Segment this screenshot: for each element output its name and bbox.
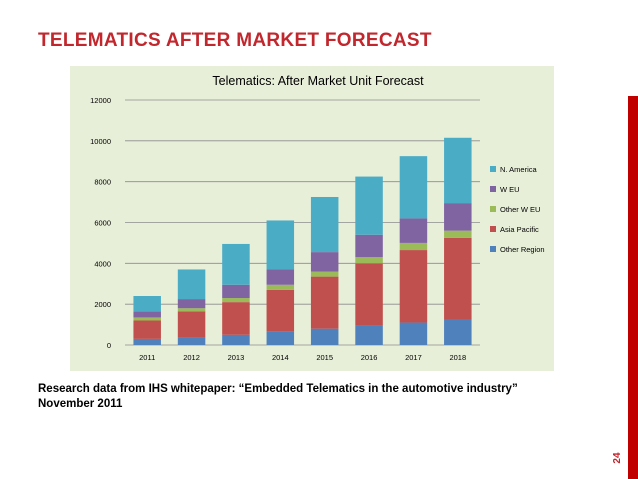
bar-segment xyxy=(177,311,206,338)
bar-segment xyxy=(399,322,428,345)
bar-segment xyxy=(310,276,339,329)
x-tick-label: 2011 xyxy=(139,353,155,362)
legend-label: W EU xyxy=(500,185,520,194)
bar-segment xyxy=(310,252,339,272)
y-tick-label: 2000 xyxy=(94,300,111,309)
bar-segment xyxy=(133,320,161,339)
bar-segment xyxy=(266,269,295,285)
y-tick-label: 6000 xyxy=(94,219,111,228)
bar-segment xyxy=(222,284,250,299)
bar-segment xyxy=(222,243,250,285)
page-number: 24 xyxy=(612,452,623,464)
y-tick-label: 4000 xyxy=(94,259,111,268)
legend-swatch xyxy=(490,206,496,212)
caption-line-1: Research data from IHS whitepaper: “Embe… xyxy=(38,383,518,395)
bar-segment xyxy=(310,196,339,253)
bar-segment xyxy=(222,334,250,345)
bar-segment xyxy=(444,203,472,231)
bar-segment xyxy=(266,289,295,332)
x-tick-label: 2016 xyxy=(361,353,378,362)
x-tick-label: 2012 xyxy=(183,353,200,362)
bar-segment xyxy=(355,257,383,264)
caption-line-2: November 2011 xyxy=(38,398,123,410)
bar-segment xyxy=(444,237,472,320)
legend-swatch xyxy=(490,186,496,192)
bar-segment xyxy=(177,269,206,300)
source-caption: Research data from IHS whitepaper: “Embe… xyxy=(38,382,518,412)
bar-segment xyxy=(399,250,428,323)
bar-segment xyxy=(133,296,161,312)
bar-segment xyxy=(266,220,295,270)
bar-segment xyxy=(310,271,339,277)
bar-segment xyxy=(355,234,383,258)
chart-area: Telematics: After Market Unit Forecast 0… xyxy=(70,66,554,371)
bar-segment xyxy=(133,338,161,345)
bar-segment xyxy=(399,242,428,251)
accent-bar xyxy=(628,96,638,479)
bar-segment xyxy=(444,137,472,204)
chart-title: Telematics: After Market Unit Forecast xyxy=(212,74,424,88)
slide-title: TELEMATICS AFTER MARKET FORECAST xyxy=(38,30,432,51)
x-tick-label: 2014 xyxy=(272,353,289,362)
y-tick-label: 0 xyxy=(107,341,111,350)
x-tick-label: 2018 xyxy=(449,353,466,362)
legend-swatch xyxy=(490,226,496,232)
y-tick-label: 12000 xyxy=(90,96,111,105)
bar-segment xyxy=(266,331,295,345)
bar-segment xyxy=(399,218,428,243)
bar-segment xyxy=(355,325,383,345)
bar-segment xyxy=(133,311,161,318)
legend-label: N. America xyxy=(500,165,538,174)
legend-swatch xyxy=(490,246,496,252)
legend-label: Other Region xyxy=(500,245,545,254)
bar-segment xyxy=(177,299,206,309)
bar-segment xyxy=(355,176,383,235)
bar-segment xyxy=(399,156,428,219)
bar-segment xyxy=(310,328,339,345)
x-tick-label: 2017 xyxy=(405,353,422,362)
legend-label: Other W EU xyxy=(500,205,540,214)
bar-segment xyxy=(222,298,250,303)
legend-swatch xyxy=(490,166,496,172)
bar-segment xyxy=(222,302,250,335)
bar-segment xyxy=(266,284,295,290)
x-tick-label: 2015 xyxy=(316,353,333,362)
stacked-bar-chart: Telematics: After Market Unit Forecast 0… xyxy=(90,74,545,362)
bar-segment xyxy=(355,263,383,326)
x-tick-label: 2013 xyxy=(228,353,245,362)
legend-label: Asia Pacific xyxy=(500,225,539,234)
bar-segment xyxy=(444,230,472,238)
y-tick-label: 8000 xyxy=(94,178,111,187)
bar-segment xyxy=(177,308,206,312)
bar-segment xyxy=(444,319,472,345)
bar-segment xyxy=(177,337,206,345)
bar-segment xyxy=(133,317,161,321)
y-tick-label: 10000 xyxy=(90,137,111,146)
